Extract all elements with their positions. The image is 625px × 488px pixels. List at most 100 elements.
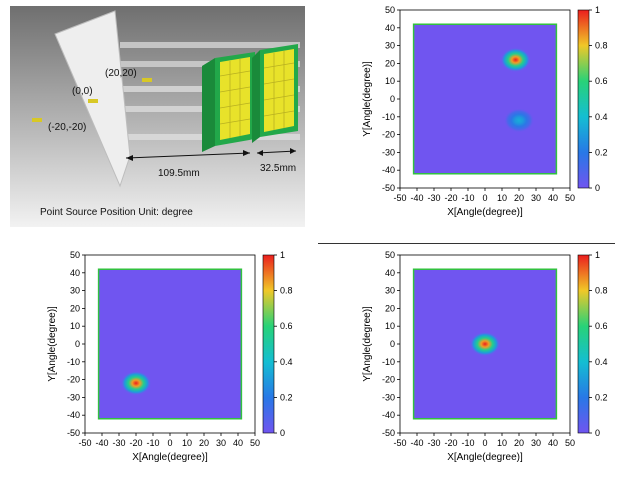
divider-line [318, 243, 615, 244]
y-tick-label: -10 [67, 357, 80, 367]
colorbar-tick-label: 0.8 [280, 286, 293, 296]
colorbar-tick-label: 1 [595, 250, 600, 260]
y-tick-label: -40 [67, 410, 80, 420]
y-tick-label: -20 [67, 375, 80, 385]
y-tick-label: 40 [70, 268, 80, 278]
y-tick-label: 10 [385, 321, 395, 331]
dimension-lines [125, 148, 297, 161]
x-tick-label: 30 [531, 193, 541, 203]
heatmap-chart: -50 -40 -30 -20 -10 0 10 20 30 40 50-50-40-30-20-1… [47, 250, 293, 463]
heatmap-peak [503, 108, 535, 133]
y-tick-label: 20 [385, 58, 395, 68]
dimension-label-short: 32.5mm [260, 163, 296, 174]
detector-back [252, 44, 298, 143]
x-axis-label: X[Angle(degree)] [132, 452, 208, 463]
heatmap-peak [469, 331, 501, 357]
x-tick-label: 50 [250, 438, 260, 448]
x-tick-label: -30 [112, 438, 125, 448]
source-marker [88, 99, 98, 103]
x-tick-label: 50 [565, 193, 575, 203]
colorbar-tick-label: 1 [280, 250, 285, 260]
y-axis-label: Y[Angle(degree)] [362, 61, 373, 137]
y-tick-label: -10 [382, 357, 395, 367]
colorbar-tick-label: 0.6 [595, 321, 608, 331]
y-tick-label: -20 [382, 375, 395, 385]
x-tick-label: 30 [531, 438, 541, 448]
colorbar-tick-label: 0.2 [595, 392, 608, 402]
x-tick-label: 0 [482, 193, 487, 203]
colorbar-tick-label: 0.4 [595, 357, 608, 367]
y-tick-label: -10 [382, 112, 395, 122]
x-tick-label: 40 [548, 438, 558, 448]
source-plane [54, 10, 131, 188]
x-tick-label: -20 [444, 438, 457, 448]
source-label: (20,20) [105, 68, 137, 79]
colorbar [262, 254, 275, 434]
heatmap-panel: -50 -40 -30 -20 -10 0 10 20 30 40 50 -50 -40 -30 -20 -1… [330, 245, 625, 483]
dimension-label-long: 109.5mm [158, 168, 200, 179]
x-tick-label: -50 [393, 438, 406, 448]
x-tick-label: -40 [95, 438, 108, 448]
x-tick-label: 0 [482, 438, 487, 448]
colorbar-tick-label: 0.6 [280, 321, 293, 331]
heatmap-panel: -50 -40 -30 -20 -10 0 10 20 30 40 50 -50 -40 -30 -20 -1… [15, 245, 310, 483]
x-tick-label: 20 [199, 438, 209, 448]
detector-front [202, 52, 255, 152]
setup-caption: Point Source Position Unit: degree [40, 207, 193, 218]
colorbar [577, 9, 590, 189]
heatmap-panel: -50 -40 -30 -20 -10 0 10 20 30 40 50 -50 -40 -30 -20 -1… [330, 0, 625, 240]
y-tick-label: 20 [385, 303, 395, 313]
colorbar-tick-label: 1 [595, 5, 600, 15]
heatmap-peak [500, 47, 531, 73]
y-tick-label: -30 [382, 147, 395, 157]
field-of-view [412, 23, 558, 175]
y-tick-label: 10 [385, 76, 395, 86]
heatmap-peak [120, 370, 152, 396]
colorbar-tick-label: 0.4 [280, 357, 293, 367]
x-tick-label: -30 [427, 438, 440, 448]
y-tick-label: -50 [382, 183, 395, 193]
y-tick-label: -40 [382, 165, 395, 175]
setup-illustration: (20,20) (0,0) (-20,-20) 109.5mm 32.5mm P… [10, 6, 305, 227]
y-tick-label: -50 [382, 428, 395, 438]
x-tick-label: -20 [129, 438, 142, 448]
x-tick-label: 50 [565, 438, 575, 448]
setup-drawing: (20,20) (0,0) (-20,-20) 109.5mm 32.5mm P… [10, 6, 305, 227]
y-tick-label: -50 [67, 428, 80, 438]
x-tick-label: -20 [444, 193, 457, 203]
y-tick-label: 30 [385, 286, 395, 296]
y-tick-label: 30 [70, 286, 80, 296]
source-marker [32, 118, 42, 122]
y-tick-label: 10 [70, 321, 80, 331]
x-tick-label: -50 [393, 193, 406, 203]
y-tick-label: 40 [385, 23, 395, 33]
y-tick-label: -20 [382, 130, 395, 140]
x-tick-label: -50 [78, 438, 91, 448]
colorbar-tick-label: 0.8 [595, 41, 608, 51]
y-tick-label: 20 [70, 303, 80, 313]
y-tick-label: 50 [385, 250, 395, 260]
y-axis-label: Y[Angle(degree)] [47, 306, 58, 382]
x-tick-label: 20 [514, 193, 524, 203]
y-tick-label: -40 [382, 410, 395, 420]
y-tick-label: 40 [385, 268, 395, 278]
x-axis-label: X[Angle(degree)] [447, 207, 523, 218]
source-label: (-20,-20) [48, 122, 86, 133]
x-tick-label: -10 [461, 438, 474, 448]
x-tick-label: 30 [216, 438, 226, 448]
colorbar-tick-label: 0 [595, 428, 600, 438]
colorbar-tick-label: 0.8 [595, 286, 608, 296]
x-tick-label: 0 [167, 438, 172, 448]
colorbar-tick-label: 0 [280, 428, 285, 438]
x-tick-label: 20 [514, 438, 524, 448]
colorbar-tick-label: 0.2 [280, 392, 293, 402]
y-tick-label: -30 [67, 392, 80, 402]
x-tick-label: 40 [233, 438, 243, 448]
y-tick-label: -30 [382, 392, 395, 402]
x-tick-label: 10 [497, 438, 507, 448]
x-tick-label: -10 [146, 438, 159, 448]
y-tick-label: 50 [385, 5, 395, 15]
x-tick-label: 10 [182, 438, 192, 448]
y-tick-label: 0 [390, 94, 395, 104]
colorbar-tick-label: 0.2 [595, 147, 608, 157]
